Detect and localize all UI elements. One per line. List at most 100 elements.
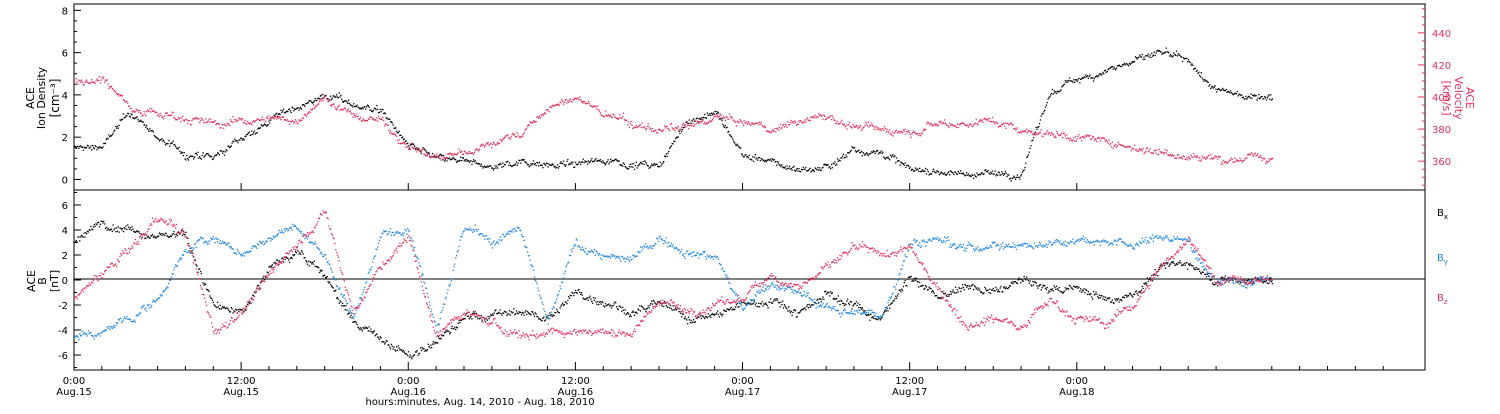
bx-point <box>932 290 933 291</box>
ion-density-point <box>700 119 701 120</box>
velocity-point <box>1178 154 1179 155</box>
ion-density-point <box>888 158 889 159</box>
velocity-point <box>460 152 461 153</box>
ion-density-point <box>1096 75 1097 76</box>
velocity-point <box>736 125 737 126</box>
velocity-point <box>599 111 600 112</box>
bx-point <box>731 307 732 308</box>
ion-density-point <box>202 152 203 153</box>
by-point <box>183 255 184 256</box>
bx-point <box>1008 287 1009 288</box>
velocity-point <box>692 123 693 124</box>
velocity-point <box>233 121 234 122</box>
bx-point <box>107 229 108 230</box>
bx-point <box>420 347 421 348</box>
bx-point <box>432 344 433 345</box>
velocity-point <box>1113 148 1114 149</box>
bx-point <box>639 305 640 306</box>
ion-density-point <box>193 158 194 159</box>
ion-density-point <box>827 164 828 165</box>
bx-point <box>274 262 275 263</box>
bx-point <box>911 276 912 277</box>
ion-density-point <box>83 150 84 151</box>
velocity-point <box>122 95 123 96</box>
bx-point <box>1140 292 1141 293</box>
ion-density-point <box>459 160 460 161</box>
ion-density-point <box>1178 53 1179 54</box>
by-point <box>93 336 94 337</box>
bx-point <box>643 307 644 308</box>
velocity-point <box>1148 151 1149 152</box>
ion-density-point <box>516 161 517 162</box>
velocity-point <box>1074 140 1075 141</box>
ion-density-point <box>548 166 549 167</box>
velocity-point <box>866 123 867 124</box>
ion-density-point <box>1072 82 1073 83</box>
bx-point <box>139 233 140 234</box>
ion-density-point <box>479 163 480 164</box>
by-point <box>162 292 163 293</box>
ion-density-point <box>777 161 778 162</box>
ion-density-point <box>223 151 224 152</box>
velocity-point <box>982 120 983 121</box>
ion-density-point <box>1015 179 1016 180</box>
velocity-point <box>759 122 760 123</box>
velocity-point <box>160 113 161 114</box>
ion-density-point <box>78 148 79 149</box>
ion-density-point <box>377 109 378 110</box>
velocity-point <box>354 115 355 116</box>
velocity-point <box>885 128 886 129</box>
velocity-point <box>251 124 252 125</box>
ion-density-point <box>714 114 715 115</box>
velocity-point <box>397 140 398 141</box>
by-point <box>560 288 561 289</box>
bx-point <box>83 237 84 238</box>
by-point <box>521 234 522 235</box>
velocity-point <box>411 142 412 143</box>
bx-point <box>571 295 572 296</box>
bx-point <box>1186 262 1187 263</box>
ion-density-point <box>184 152 185 153</box>
velocity-point <box>1260 155 1261 156</box>
velocity-point <box>780 128 781 129</box>
by-point <box>610 257 611 258</box>
bx-point <box>773 301 774 302</box>
velocity-point <box>873 126 874 127</box>
bx-point <box>1161 264 1162 265</box>
velocity-point <box>858 125 859 126</box>
bx-point <box>1007 288 1008 289</box>
bx-point <box>887 310 888 311</box>
bx-point <box>860 307 861 308</box>
by-point <box>135 321 136 322</box>
ion-density-point <box>254 130 255 131</box>
by-point <box>214 238 215 239</box>
by-point <box>554 303 555 304</box>
ion-density-point <box>187 158 188 159</box>
velocity-point <box>730 116 731 117</box>
bx-point <box>448 331 449 332</box>
ion-density-point <box>940 173 941 174</box>
bx-point <box>452 326 453 327</box>
velocity-point <box>1073 137 1074 138</box>
velocity-point <box>452 153 453 154</box>
ion-density-point <box>1130 64 1131 65</box>
ion-density-point <box>774 159 775 160</box>
velocity-point <box>283 117 284 118</box>
by-series <box>74 224 1273 340</box>
velocity-point <box>1064 133 1065 134</box>
velocity-point <box>1066 138 1067 139</box>
velocity-point <box>744 120 745 121</box>
bx-point <box>329 282 330 283</box>
by-point <box>568 262 569 263</box>
bx-point <box>158 236 159 237</box>
ion-density-point <box>607 161 608 162</box>
by-point <box>100 335 101 336</box>
ion-density-point <box>595 158 596 159</box>
bx-point <box>306 261 307 262</box>
ion-density-point <box>530 165 531 166</box>
bx-point <box>672 310 673 311</box>
ion-density-point <box>643 161 644 162</box>
ion-density-point <box>974 174 975 175</box>
ion-density-point <box>222 153 223 154</box>
velocity-point <box>388 130 389 131</box>
